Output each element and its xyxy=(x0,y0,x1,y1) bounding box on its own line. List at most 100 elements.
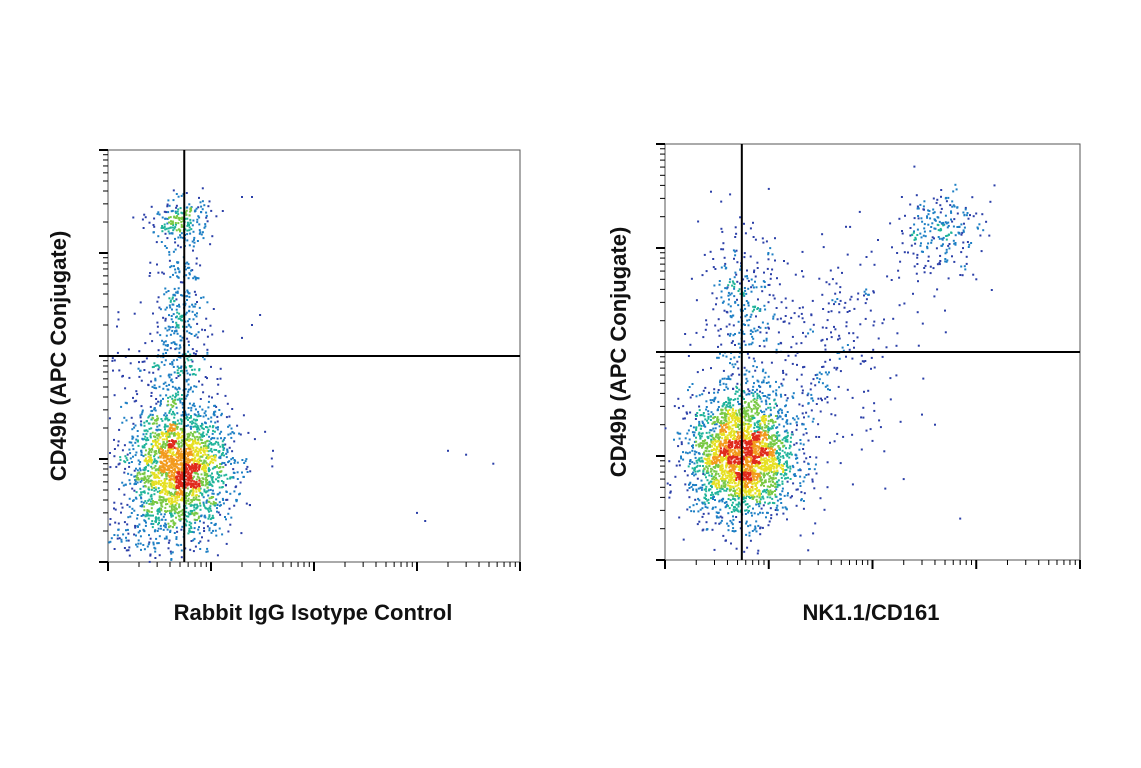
event-point xyxy=(211,235,214,238)
event-point xyxy=(750,290,753,293)
event-point xyxy=(744,275,747,278)
event-point xyxy=(694,413,697,416)
event-point xyxy=(838,357,841,360)
event-point xyxy=(702,412,705,414)
event-point xyxy=(809,388,812,391)
event-point xyxy=(768,393,771,396)
event-point xyxy=(161,485,164,488)
event-point xyxy=(176,412,179,415)
event-point xyxy=(756,409,759,412)
event-point xyxy=(738,373,741,376)
event-point xyxy=(803,460,806,463)
event-point xyxy=(190,333,193,335)
event-point xyxy=(690,510,693,513)
event-point xyxy=(177,244,180,247)
event-point xyxy=(757,513,760,516)
event-point xyxy=(799,485,802,487)
event-point xyxy=(185,192,188,194)
event-point xyxy=(206,454,209,457)
event-point xyxy=(208,527,211,530)
event-point xyxy=(699,444,701,447)
event-point xyxy=(778,283,781,286)
event-point xyxy=(145,357,148,360)
event-point xyxy=(233,461,236,464)
event-point xyxy=(732,490,735,492)
event-point xyxy=(735,516,738,518)
event-point xyxy=(195,454,198,457)
event-point xyxy=(922,377,925,380)
event-point xyxy=(109,518,112,520)
event-point xyxy=(184,523,187,526)
event-point xyxy=(793,312,796,315)
event-point xyxy=(763,345,766,348)
event-point xyxy=(771,443,774,446)
event-point xyxy=(962,241,965,244)
event-point xyxy=(220,414,223,417)
event-point xyxy=(170,373,173,376)
event-point xyxy=(181,336,184,339)
event-point xyxy=(157,211,160,214)
event-point xyxy=(190,540,193,542)
event-point xyxy=(805,432,808,435)
event-point xyxy=(927,242,930,245)
event-point xyxy=(148,415,151,418)
event-point xyxy=(771,501,774,504)
event-point xyxy=(757,426,759,429)
event-point xyxy=(212,429,215,432)
event-point xyxy=(124,467,127,470)
event-point xyxy=(202,503,205,506)
event-point xyxy=(163,438,166,441)
event-point xyxy=(144,468,147,471)
event-point xyxy=(165,523,167,526)
event-point xyxy=(128,546,131,549)
event-point xyxy=(708,488,711,491)
event-point xyxy=(768,397,771,400)
event-point xyxy=(146,545,149,548)
event-point xyxy=(176,499,179,502)
event-point xyxy=(150,380,153,383)
event-point xyxy=(182,474,185,477)
event-point xyxy=(139,473,142,476)
event-point xyxy=(732,399,735,401)
event-dots xyxy=(664,165,996,555)
event-point xyxy=(695,436,697,439)
event-point xyxy=(912,231,915,234)
event-point xyxy=(205,426,207,428)
event-point xyxy=(732,334,735,337)
event-point xyxy=(774,486,777,489)
event-point xyxy=(717,406,720,408)
event-point xyxy=(135,438,138,441)
event-point xyxy=(927,213,930,216)
event-point xyxy=(152,502,155,505)
event-point xyxy=(113,438,115,441)
event-point xyxy=(767,485,770,488)
event-point xyxy=(916,256,919,259)
event-point xyxy=(116,537,119,540)
event-point xyxy=(201,482,204,484)
event-point xyxy=(189,482,192,485)
event-point xyxy=(175,526,178,529)
event-point xyxy=(187,435,190,438)
event-point xyxy=(775,392,777,395)
event-point xyxy=(786,480,789,483)
event-point xyxy=(946,226,949,229)
event-point xyxy=(161,419,164,422)
event-point xyxy=(769,489,772,492)
event-point xyxy=(698,499,701,502)
event-point xyxy=(192,318,195,321)
event-point xyxy=(734,492,736,495)
event-point xyxy=(895,344,898,347)
event-point xyxy=(766,496,769,499)
event-point xyxy=(738,394,741,397)
event-point xyxy=(154,557,157,559)
event-point xyxy=(945,248,948,251)
event-point xyxy=(762,504,765,507)
event-point xyxy=(753,308,755,311)
event-point xyxy=(699,460,702,463)
event-point xyxy=(718,334,721,337)
event-point xyxy=(153,217,156,220)
event-point xyxy=(806,394,809,397)
event-point xyxy=(195,385,198,388)
event-point xyxy=(816,373,819,376)
event-point xyxy=(212,503,215,505)
